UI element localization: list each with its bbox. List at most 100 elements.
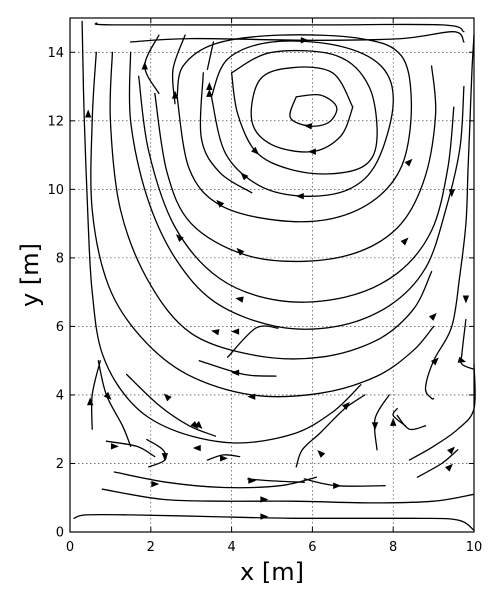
streamline xyxy=(97,360,132,447)
streamline xyxy=(81,20,362,444)
flow-arrow xyxy=(236,247,245,256)
y-tick-label: 2 xyxy=(56,457,64,472)
axis-ticks: 0 2 4 6 8 10 0 2 4 6 8 10 12 14 xyxy=(47,18,482,555)
flow-arrow xyxy=(404,158,413,167)
streamline xyxy=(230,49,378,175)
flow-arrow xyxy=(103,391,112,400)
y-tick-label: 10 xyxy=(47,183,64,198)
flow-arrow xyxy=(251,146,260,155)
streamline xyxy=(128,51,465,330)
streamlines xyxy=(73,20,476,531)
flow-arrow xyxy=(175,234,184,243)
streamline xyxy=(138,75,455,303)
streamline xyxy=(424,34,475,400)
flow-arrow xyxy=(231,369,240,376)
streamline xyxy=(109,51,433,360)
flow-arrow xyxy=(390,417,397,426)
streamline xyxy=(154,65,437,263)
streamline xyxy=(250,66,354,153)
flow-arrow xyxy=(84,109,92,118)
y-tick-label: 8 xyxy=(56,251,64,266)
flow-arrow xyxy=(333,482,342,489)
streamline xyxy=(373,394,390,451)
flow-arrow xyxy=(300,37,309,44)
x-tick-label: 8 xyxy=(389,540,397,555)
flow-arrow xyxy=(190,421,199,429)
flow-arrow xyxy=(295,192,304,200)
flow-arrow xyxy=(211,329,220,336)
flow-arrow xyxy=(445,463,453,472)
streamline xyxy=(144,34,160,95)
streamline xyxy=(392,407,406,427)
streamline xyxy=(303,478,386,487)
flow-arrow xyxy=(430,357,439,366)
flow-arrow xyxy=(447,446,455,455)
x-tick-label: 10 xyxy=(466,540,483,555)
flow-arrow xyxy=(220,455,229,462)
streamline xyxy=(198,360,277,377)
flow-arrow xyxy=(141,61,148,70)
grid xyxy=(69,18,475,533)
flow-arrow xyxy=(192,444,201,452)
flow-arrow xyxy=(457,356,467,363)
flow-arrow xyxy=(87,397,94,406)
flow-arrow xyxy=(240,172,249,181)
flow-arrow xyxy=(448,189,455,198)
streamline xyxy=(101,488,475,504)
streamline xyxy=(295,394,366,468)
streamline xyxy=(73,513,475,531)
streamline xyxy=(176,34,413,223)
streamline xyxy=(226,325,279,358)
streamline xyxy=(396,414,427,431)
streamline xyxy=(129,31,465,43)
flow-arrow xyxy=(400,237,409,246)
streamline xyxy=(206,454,241,461)
streamline xyxy=(90,360,101,430)
streamline xyxy=(90,51,435,398)
x-tick-label: 4 xyxy=(227,540,235,555)
flow-arrow xyxy=(317,450,326,458)
flow-arrow xyxy=(342,402,350,410)
y-tick-label: 4 xyxy=(56,388,64,403)
flow-arrow xyxy=(303,123,313,130)
streamline xyxy=(199,72,253,194)
flow-arrow xyxy=(206,88,213,97)
streamline xyxy=(408,363,476,461)
streamline-arrows xyxy=(84,37,470,520)
y-tick-label: 14 xyxy=(47,46,64,61)
y-tick-label: 6 xyxy=(56,320,64,335)
streamline xyxy=(416,449,459,478)
x-tick-label: 2 xyxy=(147,540,155,555)
flow-arrow xyxy=(206,82,213,91)
flow-arrow xyxy=(171,90,179,99)
flow-arrow xyxy=(307,148,316,155)
flow-arrow xyxy=(260,513,269,520)
flow-arrow xyxy=(231,328,240,335)
streamline xyxy=(94,22,465,33)
streamline xyxy=(113,471,318,489)
flow-arrow xyxy=(110,443,119,450)
x-tick-label: 6 xyxy=(308,540,316,555)
streamline xyxy=(105,440,156,458)
y-tick-label: 12 xyxy=(47,114,64,129)
flow-arrow xyxy=(235,296,244,303)
streamline xyxy=(289,93,338,127)
flow-arrow xyxy=(247,393,256,400)
streamline xyxy=(210,40,394,197)
y-axis-label: y [m] xyxy=(16,243,44,307)
flow-arrow xyxy=(216,199,225,208)
flow-arrow xyxy=(428,312,437,321)
flow-arrow xyxy=(161,453,169,462)
x-axis-label: x [m] xyxy=(240,558,304,586)
flow-arrow xyxy=(462,295,470,304)
x-tick-label: 0 xyxy=(66,540,74,555)
flow-arrow xyxy=(260,496,269,503)
streamline xyxy=(125,373,217,437)
flow-arrow xyxy=(194,421,203,429)
flow-arrow xyxy=(151,480,160,488)
flow-arrow xyxy=(248,477,257,484)
plot-frame xyxy=(69,17,475,533)
y-tick-label: 0 xyxy=(56,526,64,541)
streamline xyxy=(206,41,215,71)
